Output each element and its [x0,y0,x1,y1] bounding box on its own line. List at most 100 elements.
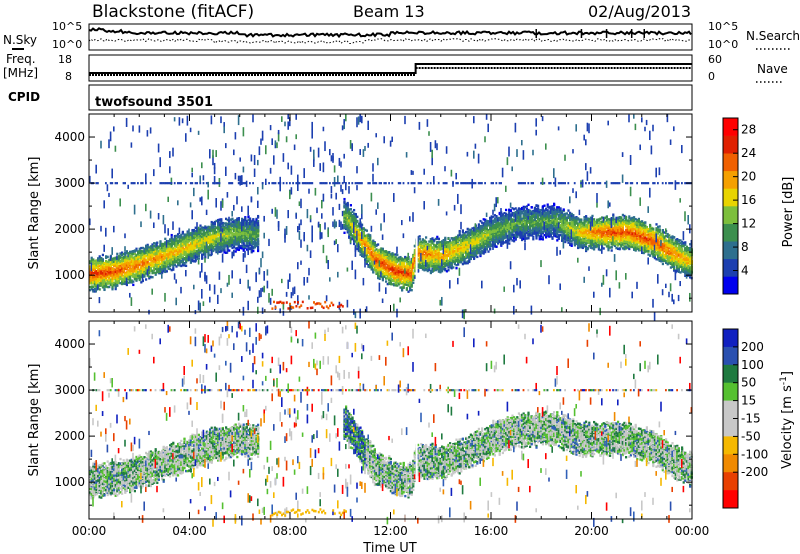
power-cell [143,250,146,253]
power-cell [132,256,135,259]
power-cell [167,258,170,262]
power-cell [197,254,200,258]
power-cell [106,282,109,285]
power-near-echo [297,301,299,304]
power-cell [133,256,136,259]
frequency-trace [89,63,692,74]
power-cell [101,286,104,289]
power-cell [105,272,108,276]
power-cell [153,258,156,262]
power-noise [317,221,320,227]
power-cell [148,275,151,278]
power-cell [98,288,101,291]
power-cell [189,233,192,236]
power-cell [121,257,124,261]
power-cell [113,277,116,280]
power-cell [167,250,170,254]
power-cell [173,239,176,242]
power-cell [145,267,148,270]
power-line3000 [199,182,202,185]
power-cell [185,252,188,256]
power-noise [242,306,245,316]
power-cell [159,270,162,274]
power-noise [340,161,342,168]
power-near-echo [295,305,298,308]
power-noise [202,175,205,181]
power-cell [165,262,168,265]
power-line3000 [122,182,125,185]
power-noise [239,157,241,162]
power-cell [172,253,175,256]
power-cell [153,253,156,257]
power-cell [188,249,191,252]
power-cell [143,263,146,267]
power-cell [141,267,144,270]
power-cell [178,240,181,243]
power-cell [169,255,172,258]
power-noise [300,198,302,209]
power-cell [175,265,178,268]
power-noise [103,244,105,252]
power-cell [172,257,175,260]
power-cell [161,255,164,259]
power-cell [119,277,122,281]
power-noise [226,192,229,198]
power-cell [137,274,140,278]
power-noise [231,270,233,279]
power-cell [186,236,189,240]
power-cell [116,272,119,275]
power-cell [175,257,178,260]
power-line3000 [279,182,282,185]
power-cell [109,271,112,274]
power-noise [244,250,246,258]
power-cell [140,274,143,278]
power-cell [140,270,143,273]
power-cell [252,249,255,253]
power-cell [122,263,125,267]
power-cell [105,263,108,266]
power-cell [119,260,122,264]
power-cell [100,276,103,279]
power-noise [343,175,345,184]
power-cell [119,265,122,268]
power-cell [165,253,168,256]
power-cell [170,258,173,261]
power-cell [105,269,108,272]
power-cell [108,269,111,272]
power-noise [308,188,310,194]
power-line3000 [202,182,205,185]
power-noise [260,258,262,268]
power-cell [153,245,156,248]
power-cell [125,268,128,271]
power-noise [225,166,227,176]
power-cell [146,256,149,259]
power-near-echo [273,300,275,304]
power-cell [109,283,112,287]
power-cell [181,232,184,235]
power-cell [153,248,156,252]
power-cell [157,250,160,253]
power-cell [346,204,349,207]
power-cell [100,256,103,260]
power-cell [170,245,173,248]
power-noise [309,250,312,259]
power-cell [145,270,148,273]
power-cell [169,260,172,263]
power-cell [165,263,168,267]
power-cell [156,258,159,262]
power-cell [114,275,117,278]
power-line3000 [137,182,139,185]
power-noise [268,238,270,247]
power-cell [186,231,189,234]
power-cell [148,258,151,261]
power-cell [188,236,191,240]
power-cell [89,281,92,285]
power-cell [173,234,176,238]
power-cell [100,258,103,261]
power-near-echo [322,306,325,310]
power-noise [319,223,321,232]
power-line3000 [319,182,322,185]
power-cell [133,269,136,272]
power-cell [185,248,188,252]
power-cell [185,245,188,249]
